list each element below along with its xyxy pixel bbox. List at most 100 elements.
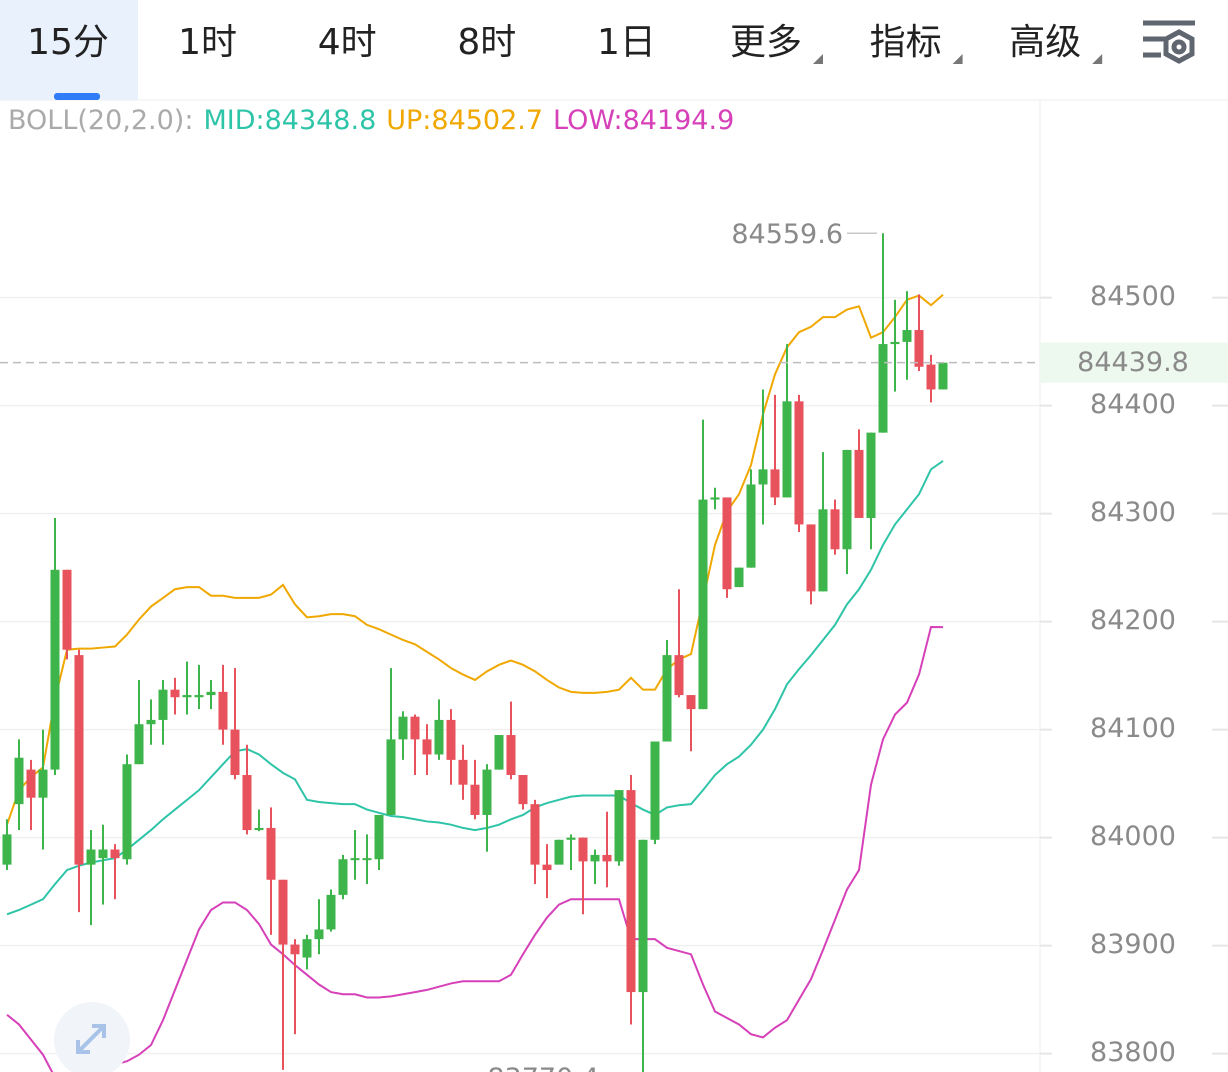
candle-body: [758, 469, 768, 485]
candle-body: [110, 849, 120, 859]
tab-bar: [0, 0, 1228, 100]
grid: 83800 83900 84000 84100 84200 84300 84400 84500: [0, 281, 1228, 1068]
y-tick-label: 84200: [1090, 605, 1176, 636]
high-label: 84559.6: [731, 219, 843, 250]
legend-name: UP:: [386, 105, 431, 136]
tabs: 15分 1时 4时 8时 1日 更多 指标 高级: [0, 0, 1103, 100]
expand-button[interactable]: [54, 1002, 130, 1072]
candle-body: [914, 330, 924, 367]
last-price-label: 84439.8: [1077, 347, 1189, 378]
candle-body: [734, 567, 744, 588]
y-tick-label: 84300: [1090, 497, 1176, 528]
y-tick-label: 84000: [1090, 821, 1176, 852]
tab-label[interactable]: 15分: [27, 22, 109, 63]
tab-label[interactable]: 高级: [1009, 22, 1081, 63]
legend-value: 84502.7: [431, 105, 543, 136]
candle-body: [410, 716, 420, 740]
candle-body: [302, 939, 312, 958]
legend-value: 84194.9: [623, 105, 735, 136]
candle-body: [374, 814, 384, 860]
candle-body: [686, 695, 696, 710]
candle-body: [830, 509, 840, 550]
candle-body: [470, 784, 480, 815]
low-label: 83770.4: [487, 1063, 599, 1072]
candle-body: [890, 341, 900, 345]
tab-indicator: [54, 93, 100, 100]
candle-body: [98, 849, 108, 859]
candle-body: [398, 716, 408, 740]
legend-name: LOW:: [553, 105, 623, 136]
candle-body: [698, 499, 708, 710]
candle-body: [542, 864, 552, 871]
candle-body: [842, 449, 852, 550]
candle-body: [554, 839, 564, 865]
boll-line: [6, 293, 944, 826]
candle-body: [674, 655, 684, 696]
candle-body: [182, 695, 192, 698]
candle-body: [818, 509, 828, 592]
candle-body: [590, 854, 600, 862]
candle-body: [134, 724, 144, 765]
tab-label[interactable]: 指标: [870, 22, 942, 63]
candle-body: [38, 769, 48, 798]
candle-body: [614, 790, 624, 862]
candle-body: [158, 689, 168, 720]
candle-body: [710, 497, 720, 500]
candle-body: [314, 929, 324, 940]
tab-label[interactable]: 1时: [178, 22, 237, 63]
candle-body: [866, 432, 876, 518]
candle-body: [506, 735, 516, 775]
candle-body: [362, 858, 372, 861]
candle-body: [782, 401, 792, 498]
indicator-label: BOLL(20,2.0):: [8, 105, 193, 136]
tab-label[interactable]: 8时: [457, 22, 516, 63]
candle-body: [566, 837, 576, 840]
candle-body: [338, 859, 348, 895]
candle-body: [290, 944, 300, 955]
candle-body: [74, 655, 84, 865]
tab-label[interactable]: 更多: [730, 22, 802, 63]
candle-body: [266, 827, 276, 880]
overlay: 84559.6 83770.4 84439.8: [0, 219, 1228, 1072]
boll-line: [6, 460, 944, 916]
candle-body: [146, 719, 156, 725]
candle-body: [878, 344, 888, 433]
candle-body: [650, 741, 660, 840]
candle-body: [86, 849, 96, 865]
candle-body: [518, 775, 528, 805]
dropdown-caret: [1092, 54, 1103, 64]
settings-icon[interactable]: [1143, 20, 1195, 64]
expand-arrows: [76, 1024, 106, 1054]
candle-body: [530, 804, 540, 865]
candle-body: [938, 362, 948, 390]
candle-body: [602, 854, 612, 862]
candle-body: [206, 691, 216, 696]
legend-name: MID:: [203, 105, 264, 136]
y-tick-label: 84100: [1090, 713, 1176, 744]
candle-body: [170, 689, 180, 698]
boll-line: [6, 626, 944, 1072]
tab-label[interactable]: 4时: [318, 22, 377, 63]
candle-body: [626, 790, 636, 993]
candle-body: [806, 524, 816, 592]
tab-active-bg: [0, 0, 138, 100]
candle-body: [50, 569, 60, 770]
candle-body: [254, 827, 264, 831]
plot: [2, 233, 948, 1072]
indicator-legend: BOLL(20,2.0): MID:84348.8 UP:84502.7 LOW:84…: [8, 105, 734, 136]
candle-body: [386, 739, 396, 815]
y-tick-label: 83900: [1090, 929, 1176, 960]
candle-body: [122, 764, 132, 860]
icon-dot: [1171, 39, 1187, 55]
candle-body: [422, 739, 432, 755]
legend-value: 84348.8: [265, 105, 377, 136]
candle-body: [794, 401, 804, 525]
candle-body: [746, 484, 756, 568]
candle-body: [230, 729, 240, 775]
candle-body: [446, 719, 456, 760]
tab-label[interactable]: 1日: [597, 22, 656, 63]
candle-body: [722, 497, 732, 590]
candle-body: [14, 757, 24, 805]
